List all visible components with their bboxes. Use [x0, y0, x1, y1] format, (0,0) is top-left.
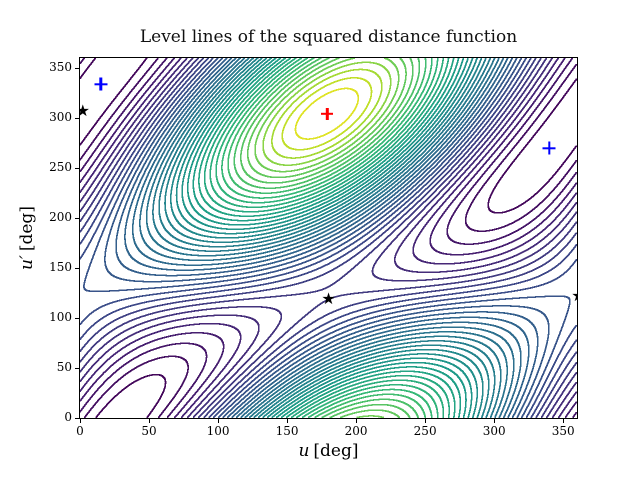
x-tick-label: 300 [482, 424, 506, 438]
y-tick-mark [75, 367, 79, 369]
x-tick-label: 350 [551, 424, 575, 438]
y-tick-mark [75, 117, 79, 119]
y-tick-mark [75, 67, 79, 69]
y-tick-label: 50 [56, 360, 72, 374]
y-tick-mark [75, 167, 79, 169]
x-tick-mark [562, 419, 564, 423]
saddle-marker: ★ [80, 101, 90, 120]
plus-bar [325, 108, 329, 120]
y-tick-label: 100 [49, 310, 72, 324]
contour-lines-canvas [80, 58, 577, 418]
y-tick-label: 300 [49, 110, 72, 124]
plot-area: ★ ★ ★ [79, 57, 578, 419]
x-tick-label: 50 [141, 424, 157, 438]
maximum-marker [321, 108, 334, 120]
x-tick-mark [79, 419, 81, 423]
y-tick-mark [75, 317, 79, 319]
x-tick-mark [355, 419, 357, 423]
chart-title: Level lines of the squared distance func… [139, 27, 518, 47]
x-tick-label: 100 [206, 424, 230, 438]
x-tick-label: 250 [413, 424, 437, 438]
y-tick-label: 150 [49, 260, 72, 274]
x-tick-label: 200 [344, 424, 368, 438]
y-tick-mark [75, 267, 79, 269]
x-tick-mark [148, 419, 150, 423]
y-tick-label: 0 [64, 410, 72, 424]
y-tick-label: 350 [49, 60, 72, 74]
star-glyph: ★ [571, 286, 577, 305]
minimum-marker [94, 77, 108, 91]
x-axis-unit: [deg] [313, 441, 359, 461]
y-tick-label: 250 [49, 160, 72, 174]
y-tick-mark [75, 417, 79, 419]
x-tick-mark [286, 419, 288, 423]
plus-bar [548, 141, 551, 155]
x-tick-label: 150 [275, 424, 299, 438]
saddle-marker: ★ [321, 291, 335, 307]
x-tick-mark [217, 419, 219, 423]
star-glyph: ★ [321, 289, 336, 308]
x-tick-mark [424, 419, 426, 423]
x-axis-math-symbol: u [298, 441, 310, 461]
y-tick-label: 200 [49, 210, 72, 224]
y-tick-mark [75, 217, 79, 219]
saddle-marker: ★ [571, 286, 577, 305]
star-glyph: ★ [80, 101, 90, 120]
x-axis-label: u [deg] [80, 441, 577, 461]
plus-bar [99, 77, 102, 91]
minimum-marker [542, 141, 556, 155]
x-tick-mark [493, 419, 495, 423]
x-tick-label: 0 [76, 424, 84, 438]
